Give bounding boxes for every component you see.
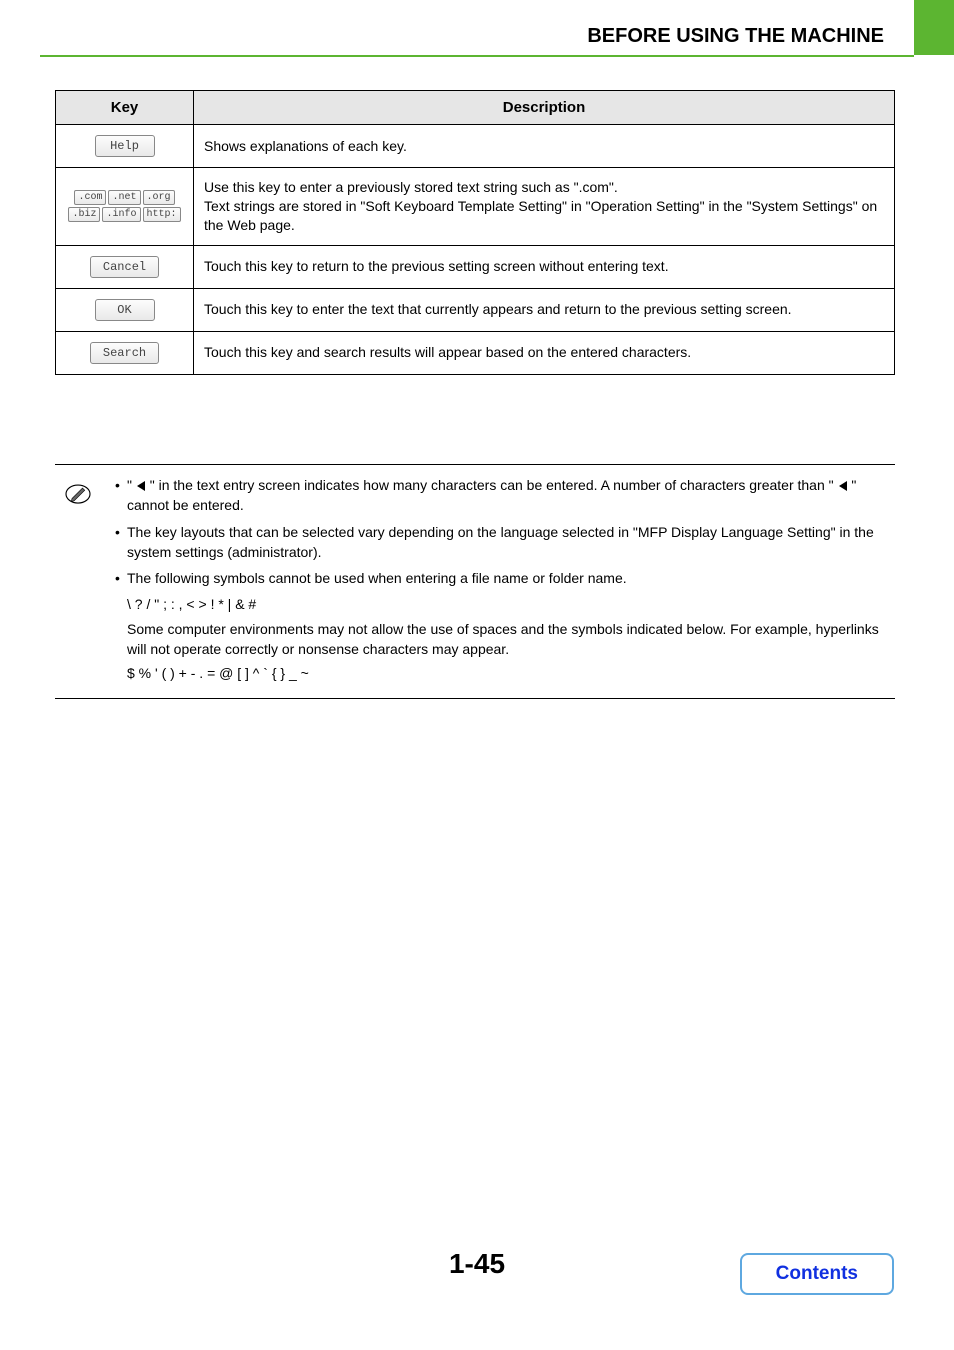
domain-key-button: http: <box>143 207 181 222</box>
note-item: The key layouts that can be selected var… <box>115 522 887 563</box>
contents-button[interactable]: Contents <box>740 1253 894 1295</box>
note-text: " <box>127 477 136 493</box>
table-header-description: Description <box>194 91 895 125</box>
domain-key-button: .info <box>102 207 140 222</box>
section-tab <box>914 0 954 55</box>
note-item: The following symbols cannot be used whe… <box>115 568 887 588</box>
table-row: Help Shows explanations of each key. <box>56 125 895 168</box>
page-header-title: BEFORE USING THE MACHINE <box>587 25 884 48</box>
domain-key-button: .org <box>143 190 175 205</box>
left-triangle-icon <box>838 477 848 497</box>
key-description-table: Key Description Help Shows explanations … <box>55 90 895 375</box>
domain-key-button: .com <box>74 190 106 205</box>
note-text: " in the text entry screen indicates how… <box>146 477 838 493</box>
note-pencil-icon <box>63 479 93 514</box>
description-cell: Touch this key to return to the previous… <box>194 245 895 288</box>
key-cell: Search <box>56 331 194 374</box>
help-key-button: Help <box>95 135 155 157</box>
note-sub-paragraph: Some computer environments may not allow… <box>115 619 887 660</box>
table-row: .com .net .org .biz .info http: Use this… <box>56 168 895 246</box>
description-cell: Use this key to enter a previously store… <box>194 168 895 246</box>
key-cell: .com .net .org .biz .info http: <box>56 168 194 246</box>
domain-keys-grid: .com .net .org .biz .info http: <box>67 189 181 223</box>
ok-key-button: OK <box>95 299 155 321</box>
table-row: Search Touch this key and search results… <box>56 331 895 374</box>
header-rule <box>40 55 914 57</box>
description-cell: Touch this key to enter the text that cu… <box>194 288 895 331</box>
page: BEFORE USING THE MACHINE Key Description… <box>0 0 954 1350</box>
table-row: OK Touch this key to enter the text that… <box>56 288 895 331</box>
left-triangle-icon <box>136 477 146 497</box>
key-cell: OK <box>56 288 194 331</box>
caution-symbols: $ % ' ( ) + - . = @ [ ] ^ ` { } _ ~ <box>115 663 887 683</box>
description-cell: Shows explanations of each key. <box>194 125 895 168</box>
domain-key-button: .biz <box>68 207 100 222</box>
table-row: Cancel Touch this key to return to the p… <box>56 245 895 288</box>
key-cell: Help <box>56 125 194 168</box>
domain-key-button: .net <box>108 190 140 205</box>
table-header-key: Key <box>56 91 194 125</box>
note-box: " " in the text entry screen indicates h… <box>55 464 895 699</box>
forbidden-symbols: \ ? / " ; : , < > ! * | & # <box>115 594 887 614</box>
key-cell: Cancel <box>56 245 194 288</box>
description-cell: Touch this key and search results will a… <box>194 331 895 374</box>
search-key-button: Search <box>90 342 159 364</box>
cancel-key-button: Cancel <box>90 256 159 278</box>
note-item: " " in the text entry screen indicates h… <box>115 475 887 516</box>
